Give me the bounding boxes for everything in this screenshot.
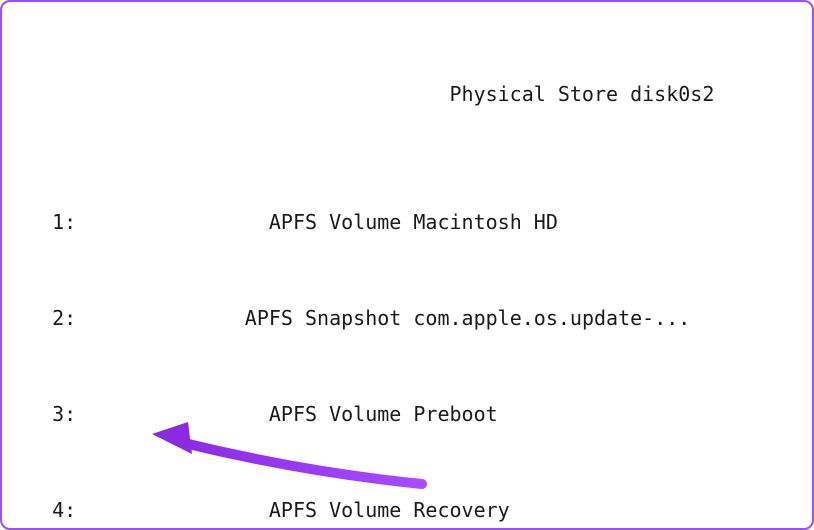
vol-idx: 2: [16,306,76,330]
vol-type: APFS Volume [76,402,401,426]
volume-row: 2: APFS Snapshot com.apple.os.update-... [16,302,798,334]
terminal-window: Physical Store disk0s2 1: APFS Volume Ma… [0,0,814,530]
vol-type: APFS Volume [76,210,401,234]
volume-row: 1: APFS Volume Macintosh HD [16,206,798,238]
volume-row: 4: APFS Volume Recovery [16,494,798,526]
vol-name: Recovery [413,498,509,522]
vol-type: APFS Snapshot [76,306,401,330]
physical-store-line: Physical Store disk0s2 [16,78,798,110]
vol-idx: 3: [16,402,76,426]
vol-idx: 4: [16,498,76,522]
vol-name: Macintosh HD [413,210,558,234]
volume-row: 3: APFS Volume Preboot [16,398,798,430]
vol-type: APFS Volume [76,498,401,522]
vol-name: Preboot [413,402,497,426]
vol-idx: 1: [16,210,76,234]
vol-name: com.apple.os.update-... [413,306,690,330]
